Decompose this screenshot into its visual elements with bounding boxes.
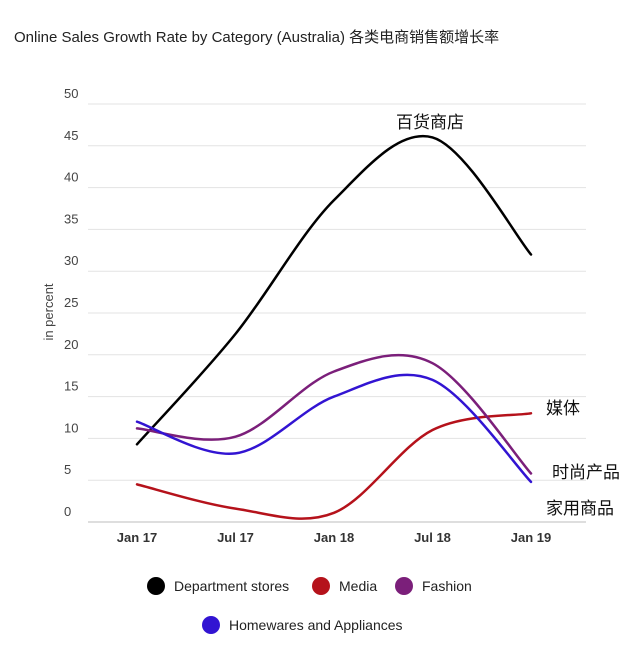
legend-swatch: [147, 577, 165, 595]
y-tick-label: 50: [64, 86, 78, 101]
x-tick-label: Jan 17: [117, 530, 157, 545]
y-tick-label: 30: [64, 253, 78, 268]
y-tick-label: 35: [64, 211, 78, 226]
y-tick-label: 0: [64, 504, 71, 519]
series-lines: [135, 134, 533, 520]
series-annotation: 媒体: [546, 399, 580, 418]
y-axis-label: in percent: [41, 283, 56, 340]
x-axis-ticks: Jan 17 Jul 17 Jan 18 Jul 18 Jan 19: [117, 530, 551, 545]
legend-swatch: [395, 577, 413, 595]
series-annotation: 家用商品: [546, 499, 614, 518]
chart-title: Online Sales Growth Rate by Category (Au…: [14, 29, 499, 46]
series-annotation: 百货商店: [396, 113, 464, 132]
legend-label: Fashion: [422, 578, 472, 594]
y-tick-label: 45: [64, 128, 78, 143]
legend-label: Department stores: [174, 578, 289, 594]
y-tick-label: 20: [64, 337, 78, 352]
legend-item[interactable]: Media: [312, 577, 377, 595]
x-tick-label: Jul 18: [414, 530, 451, 545]
x-tick-label: Jul 17: [217, 530, 254, 545]
series-line-media: [135, 412, 533, 520]
series-line-homewares-and-appliances: [135, 373, 533, 484]
series-annotation: 时尚产品: [552, 463, 620, 482]
series-line-department-stores: [135, 134, 533, 446]
y-tick-label: 40: [64, 170, 78, 185]
y-tick-label: 25: [64, 295, 78, 310]
y-axis-ticks: 0 5 10 15 20 25 30 35 40 45 50: [64, 86, 78, 519]
y-tick-label: 5: [64, 462, 71, 477]
legend-swatch: [202, 616, 220, 634]
series-line-fashion: [135, 353, 533, 475]
x-tick-label: Jan 19: [511, 530, 551, 545]
legend-label: Media: [339, 578, 377, 594]
legend-item[interactable]: Department stores: [147, 577, 289, 595]
legend-item[interactable]: Fashion: [395, 577, 472, 595]
y-tick-label: 10: [64, 420, 78, 435]
legend-swatch: [312, 577, 330, 595]
legend-item[interactable]: Homewares and Appliances: [202, 616, 403, 634]
y-tick-label: 15: [64, 379, 78, 394]
legend-label: Homewares and Appliances: [229, 617, 403, 633]
legend: Department stores Media Fashion Homewares a…: [147, 577, 472, 634]
x-tick-label: Jan 18: [314, 530, 354, 545]
